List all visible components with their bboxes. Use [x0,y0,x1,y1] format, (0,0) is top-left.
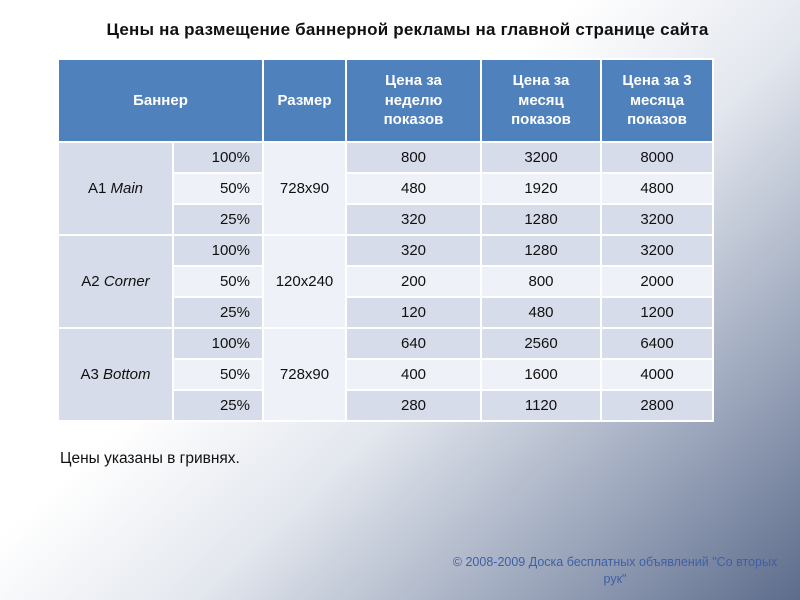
size-cell: 728x90 [262,141,347,236]
price-month-cell: 2560 [480,327,602,360]
banner-style: Main [110,180,144,197]
share-cell: 25% [172,203,264,236]
price-month-cell: 1920 [480,172,602,205]
price-week-cell: 800 [345,141,482,174]
table-row: A3 Bottom 100% 728x90 640 2560 6400 [57,327,714,422]
price-month-cell: 1600 [480,358,602,391]
currency-note: Цены указаны в гривнях. [60,450,240,467]
price-week-cell: 480 [345,172,482,205]
share-cell: 25% [172,296,264,329]
share-cell: 50% [172,265,264,298]
share-cell: 25% [172,389,264,422]
banner-id: A2 [81,273,100,290]
col-header-price-3months: Цена за 3 месяца показов [600,58,714,143]
size-cell: 728x90 [262,327,347,422]
table-row: 50% 480 1920 4800 [58,172,714,205]
table-row: A2 Corner 100% 120x240 320 1280 3200 [57,234,714,329]
price-3months-cell: 3200 [600,203,714,236]
price-week-cell: 400 [345,358,482,391]
table-row: 50% 400 1600 4000 [58,358,714,391]
price-3months-cell: 1200 [600,296,714,329]
price-week-cell: 320 [345,234,482,267]
price-month-cell: 1280 [480,203,602,236]
banner-style: Corner [103,273,150,290]
size-cell: 120x240 [262,234,347,329]
page-title: Цены на размещение баннерной рекламы на … [106,20,709,39]
share-cell: 100% [172,141,264,174]
share-cell: 100% [172,327,264,360]
table-row: 25% 120 480 1200 [58,296,714,329]
price-3months-cell: 2000 [600,265,714,298]
price-3months-cell: 4800 [600,172,714,205]
price-month-cell: 480 [480,296,602,329]
price-3months-cell: 4000 [600,358,714,391]
price-3months-cell: 3200 [600,234,714,267]
table-row: 25% 320 1280 3200 [58,203,714,236]
share-cell: 50% [172,172,264,205]
col-header-price-month: Цена за месяц показов [480,58,602,143]
price-week-cell: 120 [345,296,482,329]
price-3months-cell: 8000 [600,141,714,174]
col-header-price-week: Цена за неделю показов [345,58,482,143]
price-month-cell: 800 [480,265,602,298]
price-month-cell: 1120 [480,389,602,422]
banner-style: Bottom [103,366,151,383]
table-row: A1 Main 100% 728x90 800 3200 8000 [57,141,714,236]
banner-id: A1 [87,180,107,197]
price-3months-cell: 6400 [600,327,714,360]
slide: Цены на размещение баннерной рекламы на … [57,20,777,586]
price-month-cell: 1280 [480,234,602,267]
col-header-banner: Баннер [57,58,264,143]
table-header-row: Баннер Размер Цена за неделю показов Цен… [57,58,714,143]
price-week-cell: 280 [345,389,482,422]
price-week-cell: 320 [345,203,482,236]
price-week-cell: 200 [345,265,482,298]
price-3months-cell: 2800 [600,389,714,422]
share-cell: 50% [172,358,264,391]
col-header-size: Размер [262,58,347,143]
table-row: 25% 280 1120 2800 [58,389,714,422]
share-cell: 100% [172,234,264,267]
banner-name-cell: A1 Main [57,141,174,236]
table-row: 50% 200 800 2000 [58,265,714,298]
banner-name-cell: A2 Corner [57,234,174,329]
banner-id: A3 [80,366,99,383]
price-week-cell: 640 [345,327,482,360]
footer-copyright: © 2008-2009 Доска бесплатных объявлений … [452,555,778,586]
price-month-cell: 3200 [480,141,602,174]
banner-name-cell: A3 Bottom [57,327,174,422]
pricing-table: Баннер Размер Цена за неделю показов Цен… [57,58,714,422]
